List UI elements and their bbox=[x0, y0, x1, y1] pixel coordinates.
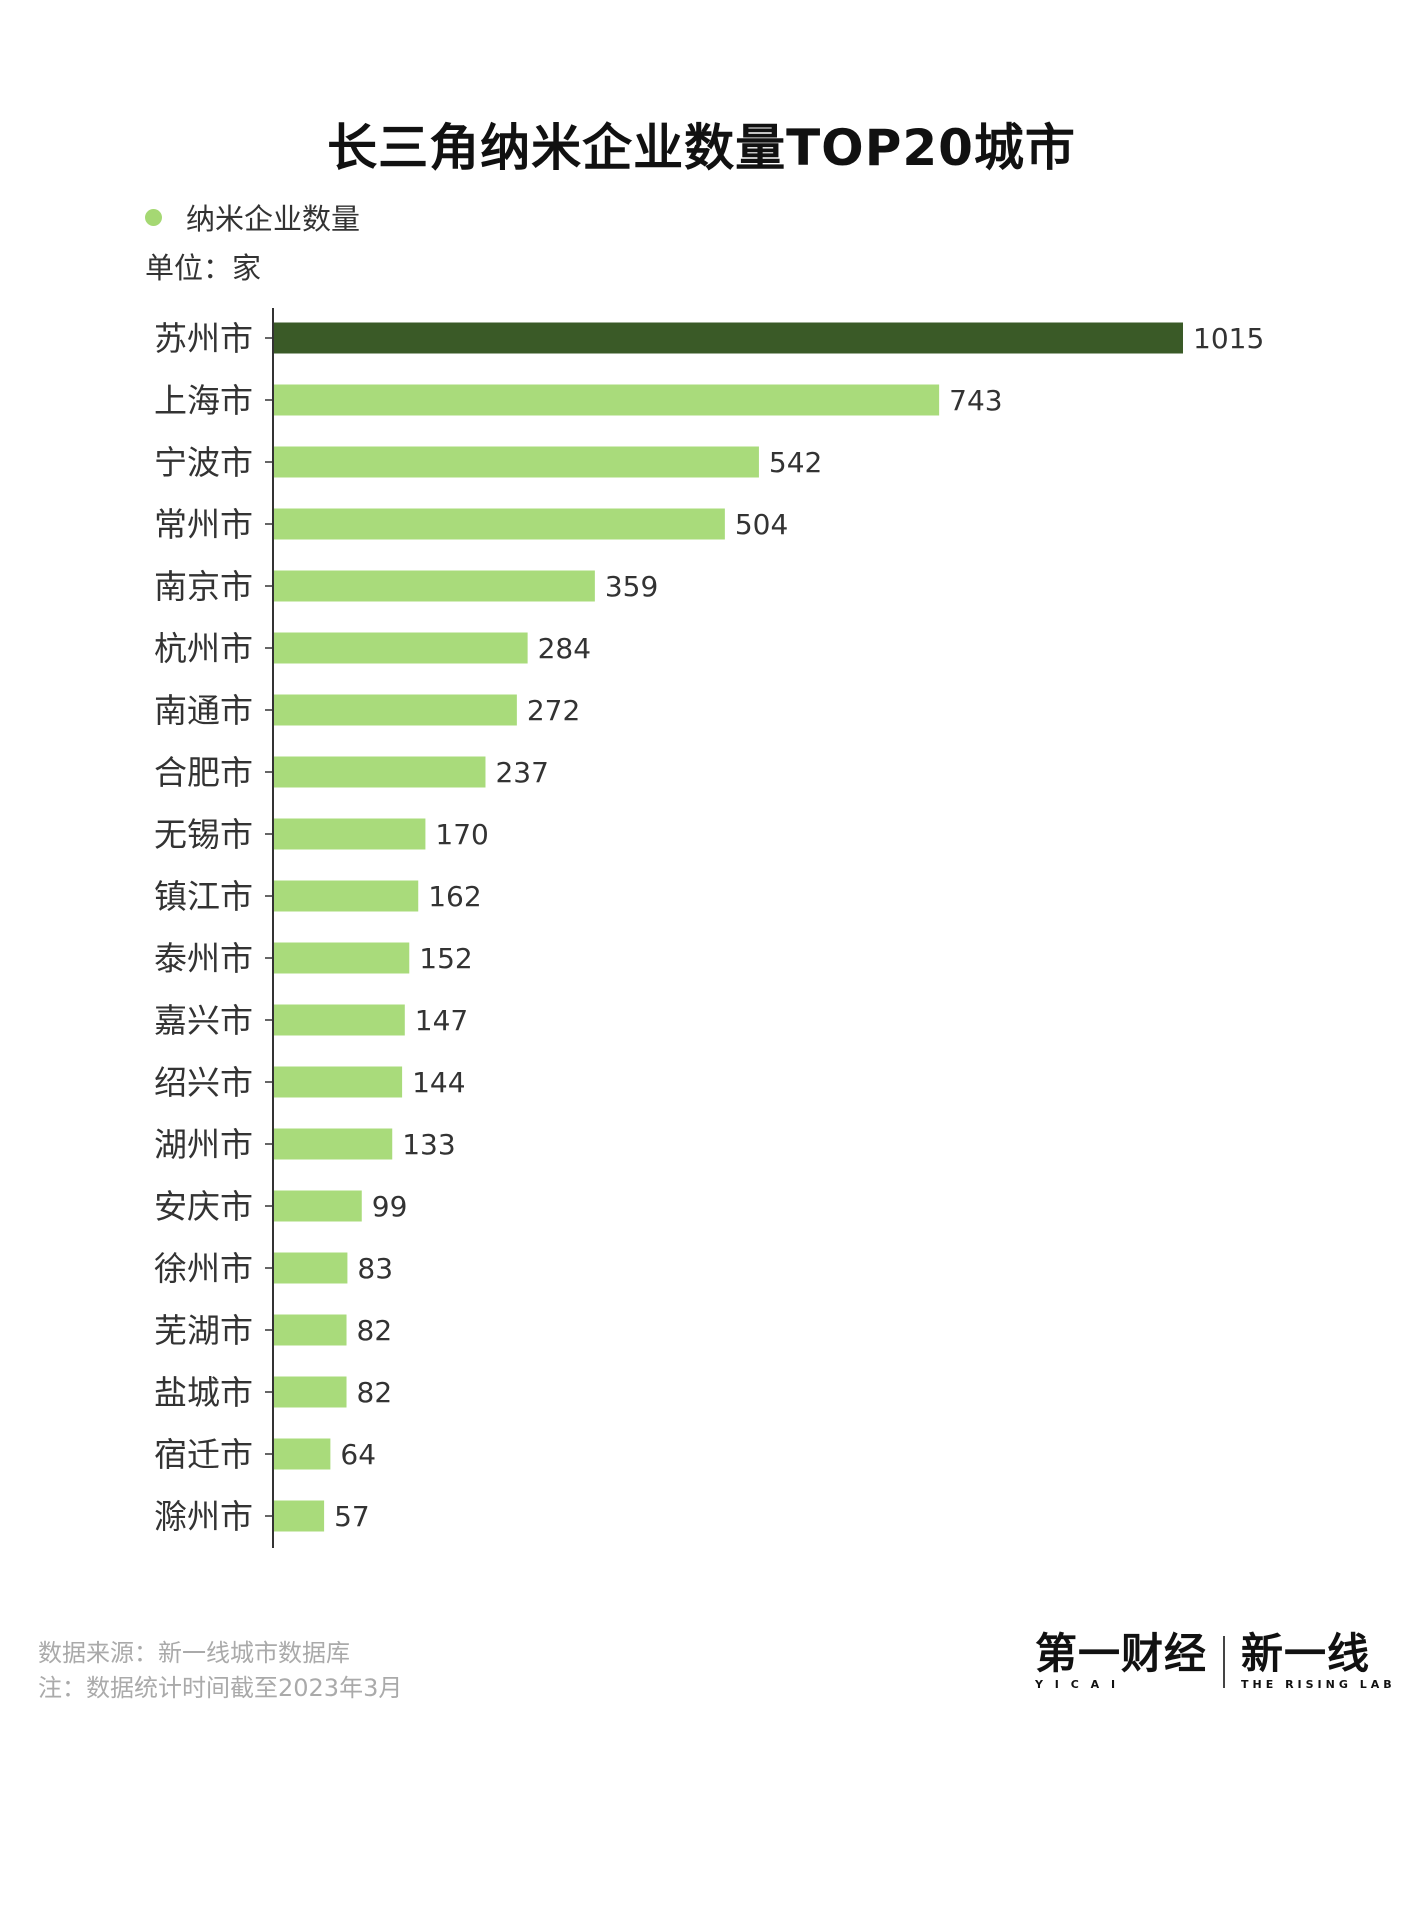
value-label: 82 bbox=[357, 1314, 393, 1347]
bar-13 bbox=[273, 1066, 403, 1098]
value-label: 64 bbox=[340, 1438, 376, 1471]
rising-lab-logo-text: 新一线 bbox=[1241, 1629, 1371, 1678]
bar-5 bbox=[273, 570, 595, 602]
category-label: 芜湖市 bbox=[154, 1311, 253, 1350]
bar-11 bbox=[273, 942, 410, 974]
bar-1 bbox=[273, 322, 1183, 354]
value-label: 147 bbox=[415, 1004, 468, 1037]
category-label: 合肥市 bbox=[154, 753, 253, 792]
bar-4 bbox=[273, 508, 725, 540]
bar-19 bbox=[273, 1438, 331, 1470]
yicai-logo-subtext: Y I C A I bbox=[1035, 1678, 1120, 1691]
value-label: 743 bbox=[949, 384, 1002, 417]
category-label: 宿迁市 bbox=[154, 1435, 253, 1474]
value-label: 57 bbox=[334, 1500, 370, 1533]
bar-6 bbox=[273, 632, 528, 664]
value-label: 152 bbox=[419, 942, 472, 975]
bar-2 bbox=[273, 384, 940, 416]
category-label: 南通市 bbox=[154, 691, 253, 730]
category-label: 南京市 bbox=[154, 567, 253, 606]
bar-14 bbox=[273, 1128, 393, 1160]
category-label: 徐州市 bbox=[154, 1249, 253, 1288]
bar-9 bbox=[273, 818, 426, 850]
legend-dot bbox=[145, 208, 162, 226]
value-label: 144 bbox=[412, 1066, 465, 1099]
category-label: 上海市 bbox=[154, 381, 253, 420]
value-label: 504 bbox=[735, 508, 788, 541]
category-label: 苏州市 bbox=[154, 319, 253, 358]
bar-8 bbox=[273, 756, 486, 788]
category-label: 盐城市 bbox=[154, 1373, 253, 1412]
legend: 纳米企业数量 bbox=[145, 196, 360, 238]
yicai-logo: 第一财经 Y I C A I bbox=[1035, 1629, 1208, 1692]
value-label: 272 bbox=[527, 694, 580, 727]
value-label: 83 bbox=[357, 1252, 393, 1285]
bar-12 bbox=[273, 1004, 405, 1036]
bar-chart: 苏州市 1015 上海市 743 宁波市 542 常州市 504 南京市 359 杭州市 284 南通市… bbox=[154, 308, 1264, 1548]
rising-lab-logo-subtext: THE RISING LAB bbox=[1241, 1678, 1396, 1691]
bar-3 bbox=[273, 446, 759, 478]
value-label: 162 bbox=[428, 880, 481, 913]
value-label: 133 bbox=[402, 1128, 455, 1161]
bar-15 bbox=[273, 1190, 362, 1222]
chart-title: 长三角纳米企业数量TOP20城市 bbox=[327, 119, 1076, 177]
value-label: 82 bbox=[357, 1376, 393, 1409]
logo-divider bbox=[1223, 1635, 1226, 1688]
bar-20 bbox=[273, 1500, 325, 1532]
legend-label: 纳米企业数量 bbox=[186, 202, 361, 236]
value-label: 99 bbox=[372, 1190, 408, 1223]
bar-18 bbox=[273, 1376, 347, 1408]
value-label: 237 bbox=[495, 756, 548, 789]
category-label: 宁波市 bbox=[154, 443, 253, 482]
category-label: 无锡市 bbox=[154, 815, 253, 854]
value-label: 170 bbox=[435, 818, 488, 851]
logos: 第一财经 Y I C A I 新一线 THE RISING LAB bbox=[1035, 1629, 1396, 1692]
data-source: 数据来源：新一线城市数据库 bbox=[38, 1639, 350, 1667]
data-note: 注：数据统计时间截至2023年3月 bbox=[38, 1674, 403, 1702]
category-label: 嘉兴市 bbox=[154, 1001, 253, 1040]
bar-7 bbox=[273, 694, 517, 726]
value-label: 542 bbox=[769, 446, 822, 479]
value-label: 1015 bbox=[1193, 322, 1264, 355]
unit-label: 单位：家 bbox=[145, 251, 262, 285]
category-label: 滁州市 bbox=[154, 1497, 253, 1536]
value-label: 359 bbox=[605, 570, 658, 603]
value-label: 284 bbox=[538, 632, 591, 665]
category-label: 镇江市 bbox=[154, 877, 253, 916]
bar-10 bbox=[273, 880, 419, 912]
category-label: 杭州市 bbox=[154, 629, 253, 668]
category-label: 湖州市 bbox=[154, 1125, 253, 1164]
category-label: 安庆市 bbox=[154, 1187, 253, 1226]
rising-lab-logo: 新一线 THE RISING LAB bbox=[1241, 1629, 1396, 1692]
bar-16 bbox=[273, 1252, 348, 1284]
yicai-logo-text: 第一财经 bbox=[1035, 1629, 1208, 1678]
bar-17 bbox=[273, 1314, 347, 1346]
category-label: 绍兴市 bbox=[154, 1063, 253, 1102]
category-label: 常州市 bbox=[154, 505, 253, 544]
category-label: 泰州市 bbox=[154, 939, 253, 978]
